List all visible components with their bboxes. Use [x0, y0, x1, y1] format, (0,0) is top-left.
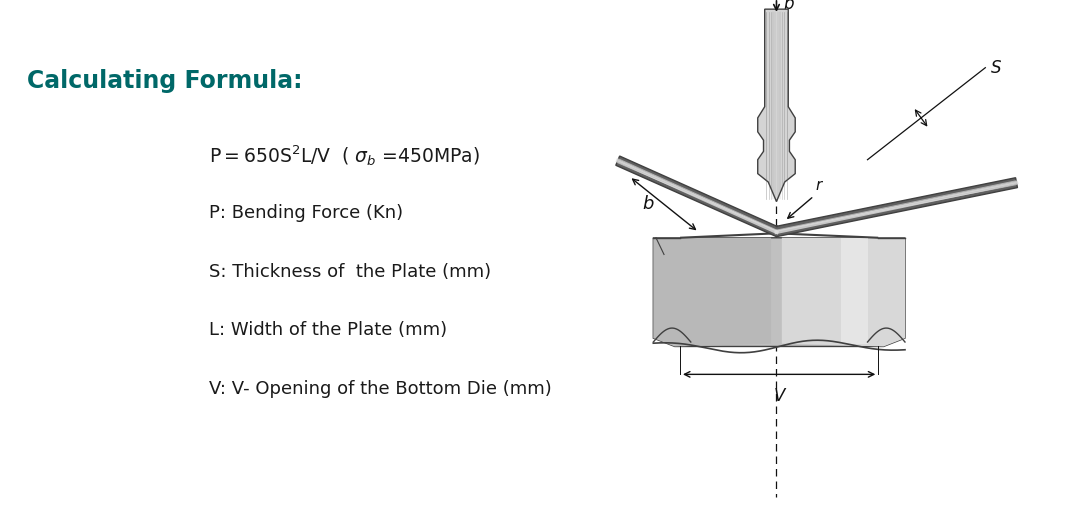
Text: P: Bending Force (Kn): P: Bending Force (Kn) — [209, 204, 403, 222]
Polygon shape — [653, 238, 905, 346]
Text: S: S — [991, 59, 1001, 76]
Text: V: V — [773, 387, 785, 405]
Text: S: Thickness of  the Plate (mm): S: Thickness of the Plate (mm) — [209, 263, 491, 281]
Text: p: p — [783, 0, 794, 13]
Polygon shape — [653, 238, 771, 346]
Text: P$=$650S$^{2}$L/V  ( $\sigma_{b}$ =450MPa): P$=$650S$^{2}$L/V ( $\sigma_{b}$ =450MPa… — [209, 143, 480, 168]
Text: Calculating Formula:: Calculating Formula: — [27, 69, 302, 93]
Polygon shape — [616, 156, 1017, 237]
Polygon shape — [758, 9, 795, 201]
Text: r: r — [815, 178, 821, 193]
Text: b: b — [643, 195, 653, 213]
Text: V: V- Opening of the Bottom Die (mm): V: V- Opening of the Bottom Die (mm) — [209, 380, 552, 398]
Text: L: Width of the Plate (mm): L: Width of the Plate (mm) — [209, 321, 447, 339]
Polygon shape — [782, 238, 905, 346]
